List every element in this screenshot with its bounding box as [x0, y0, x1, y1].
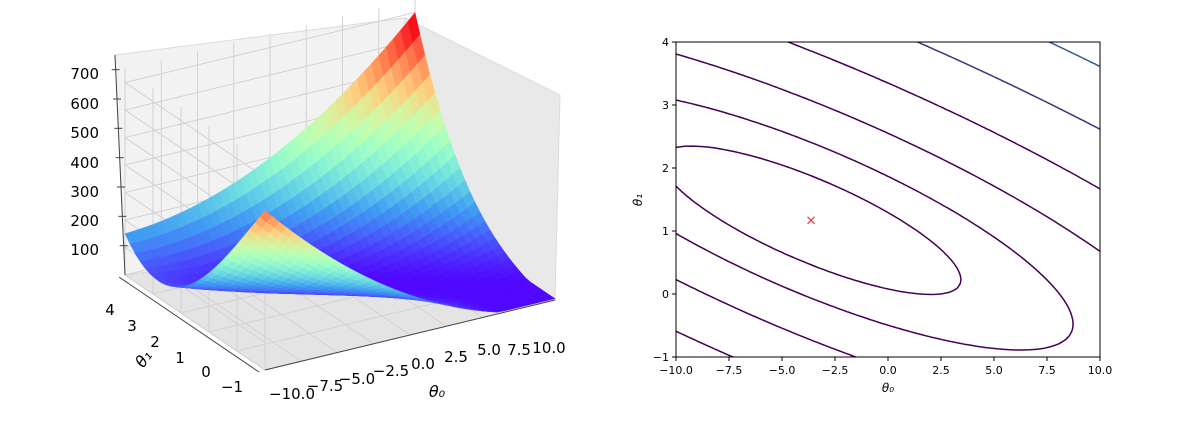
z-tick-label: 300 [70, 183, 99, 201]
y-tick-label: 2 [662, 162, 669, 175]
surface-plot: 700 600 500 400 300 200 100 4 3 2 1 0 −1… [70, 0, 566, 403]
y-tick-label: 4 [662, 36, 669, 49]
theta0-tick-label: 2.5 [444, 348, 468, 366]
z-tick-labels: 700 600 500 400 300 200 100 [70, 65, 99, 259]
theta1-tick-label: 0 [201, 363, 211, 381]
theta1-tick-label: −1 [221, 378, 243, 396]
theta1-tick-label: 3 [127, 317, 137, 335]
z-tick-label: 500 [70, 124, 99, 142]
theta0-tick-label: 7.5 [507, 341, 531, 359]
z-tick-label: 200 [70, 212, 99, 230]
theta0-tick-label: −2.5 [373, 362, 409, 380]
minimum-marker [807, 216, 816, 225]
y-tick-label: 1 [662, 225, 669, 238]
contour-ylabel: θ₁ [631, 194, 645, 206]
x-tick-label: −2.5 [822, 364, 849, 377]
theta1-tick-label: 2 [150, 333, 160, 351]
x-tick-label: −7.5 [716, 364, 743, 377]
x-tick-label: 10.0 [1088, 364, 1113, 377]
y-tick-label: 3 [662, 99, 669, 112]
x-tick-label: −10.0 [659, 364, 693, 377]
y-tick-label: 0 [662, 288, 669, 301]
x-tick-label: 7.5 [1038, 364, 1056, 377]
contour-line [676, 145, 962, 296]
contour-lines [676, 0, 1143, 357]
theta0-axis-label: θ₀ [429, 382, 446, 401]
theta0-tick-label: 5.0 [477, 341, 501, 359]
contour-line [915, 42, 1100, 131]
x-tick-label: −5.0 [769, 364, 796, 377]
contour-line [1047, 42, 1100, 68]
surface-axes [111, 54, 556, 373]
contour-ticks: −10.0 −7.5 −5.0 −2.5 0.0 2.5 5.0 7.5 10.0 −1 0 1 2 3 4 [653, 36, 1112, 377]
x-tick-label: 5.0 [985, 364, 1003, 377]
z-tick-label: 600 [70, 95, 99, 113]
theta1-tick-label: 1 [175, 349, 185, 367]
minimum-x-marker [807, 216, 816, 225]
contour-plot: −10.0 −7.5 −5.0 −2.5 0.0 2.5 5.0 7.5 10.0 −1 0 1 2 3 4… [631, 0, 1143, 395]
z-tick-label: 400 [70, 154, 99, 172]
contour-xlabel: θ₀ [882, 381, 894, 395]
theta1-tick-labels: 4 3 2 1 0 −1 [105, 301, 243, 396]
contour-line [676, 42, 1100, 357]
cost-surface [124, 12, 556, 313]
theta0-tick-label: −10.0 [269, 385, 315, 403]
theta0-tick-labels: −10.0 −7.5 −5.0 −2.5 0.0 2.5 5.0 7.5 10.… [269, 339, 566, 403]
contour-line [676, 99, 1074, 351]
z-tick-label: 700 [70, 65, 99, 83]
theta0-axis-line [264, 299, 556, 371]
theta1-axis-line [118, 276, 260, 373]
theta0-tick-label: 10.0 [532, 339, 565, 357]
y-tick-label: −1 [653, 351, 669, 364]
surface-patch [542, 295, 556, 301]
theta0-tick-label: 0.0 [411, 355, 435, 373]
theta0-tick-label: −5.0 [339, 370, 375, 388]
z-axis-line [114, 54, 126, 276]
z-tick-label: 100 [70, 241, 99, 259]
contour-line [1061, 0, 1143, 18]
x-tick-label: 0.0 [879, 364, 897, 377]
theta1-tick-label: 4 [105, 301, 115, 319]
contour-line [676, 53, 1100, 357]
x-tick-label: 2.5 [932, 364, 950, 377]
theta0-tick-label: −7.5 [307, 377, 343, 395]
